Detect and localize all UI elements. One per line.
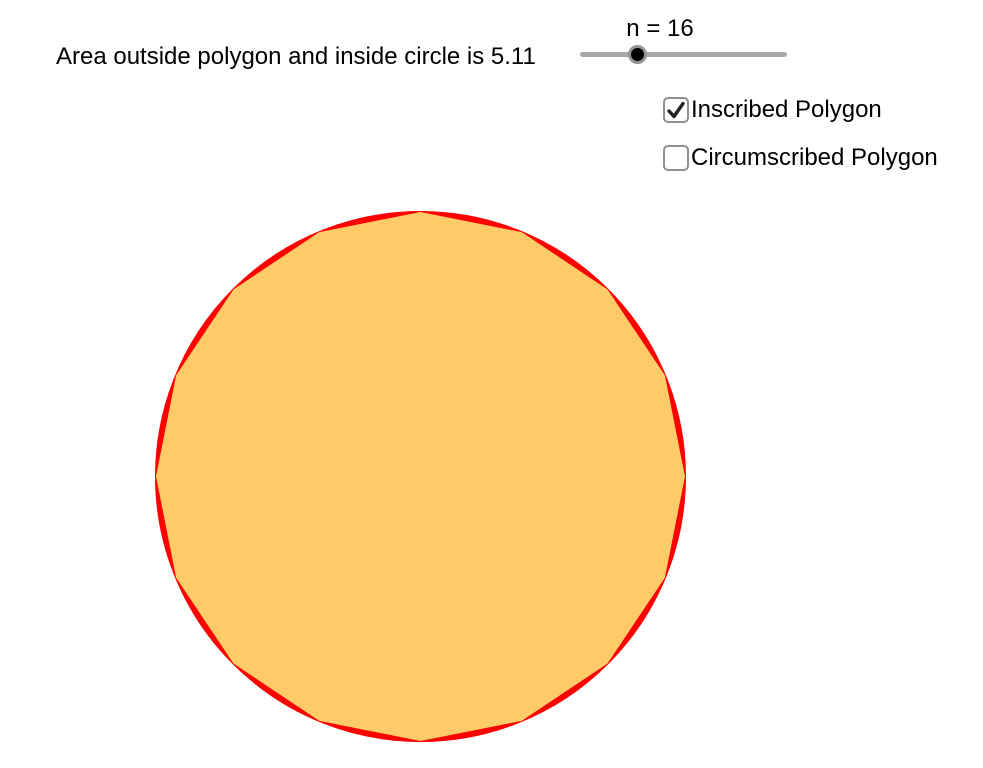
- inscribed-polygon-shape: [156, 212, 685, 741]
- inscribed-polygon-checkbox[interactable]: [663, 96, 689, 123]
- area-status-text: Area outside polygon and inside circle i…: [56, 43, 536, 70]
- circumscribed-polygon-checkbox[interactable]: [663, 144, 689, 171]
- inscribed-polygon-checkbox-label[interactable]: Inscribed Polygon: [691, 96, 882, 123]
- circumscribed-polygon-checkbox-label[interactable]: Circumscribed Polygon: [691, 144, 938, 171]
- inscribed-polygon-checkbox-row[interactable]: Inscribed Polygon: [663, 96, 882, 123]
- n-slider-track[interactable]: [580, 45, 787, 64]
- n-slider-label[interactable]: n = 16: [626, 15, 694, 42]
- checkmark-icon: [667, 101, 685, 118]
- n-slider-knob[interactable]: [628, 45, 648, 64]
- circumscribed-polygon-checkbox-row[interactable]: Circumscribed Polygon: [663, 144, 938, 171]
